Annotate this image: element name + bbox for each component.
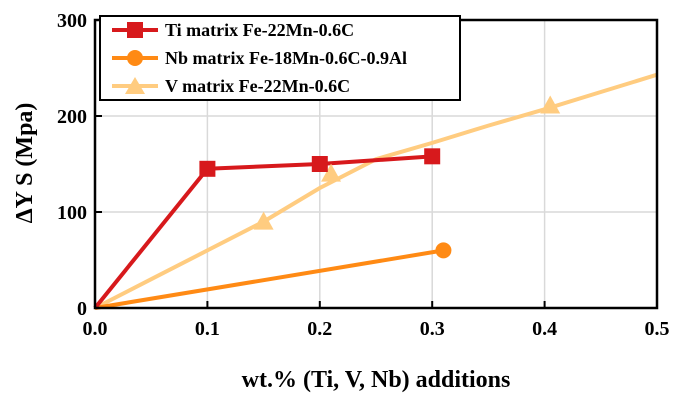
legend-item-nb: Nb matrix Fe-18Mn-0.6C-0.9Al [112,48,407,68]
data-point-square [311,156,328,172]
series-line-0 [93,154,433,310]
series-markers [199,95,561,259]
tick-labels: 0.0 0.1 0.2 0.3 0.4 0.5 0 100 200 300 [57,10,670,340]
data-point-triangle [321,163,342,182]
y-tick-label: 0 [77,298,87,320]
data-point-triangle [253,211,274,230]
x-axis-title: wt.% (Ti, V, Nb) additions [242,367,511,393]
legend: Ti matrix Fe-22Mn-0.6C Nb matrix Fe-18Mn… [99,15,461,101]
legend-box [99,15,461,101]
legend-label-v: V matrix Fe-22Mn-0.6C [165,76,350,96]
data-point-square [199,160,216,177]
legend-label-ti: Ti matrix Fe-22Mn-0.6C [165,20,354,40]
y-tick-label: 300 [57,10,87,32]
axis-ticks [94,19,658,309]
x-tick-label: 0.5 [645,318,670,340]
x-tick-label: 0.3 [420,318,445,340]
x-tick-label: 0.4 [532,318,557,340]
data-point-triangle [540,95,561,114]
x-tick-label: 0.2 [307,318,332,340]
y-axis-title: ΔY S (Mpa) [12,103,38,224]
legend-marker-v [125,77,145,94]
data-point-square [424,148,441,165]
y-tick-label: 100 [57,202,87,224]
series-line-1 [94,248,444,310]
legend-label-nb: Nb matrix Fe-18Mn-0.6C-0.9Al [165,48,407,68]
series-lines [93,72,658,310]
x-tick-label: 0.0 [83,318,108,340]
x-tick-label: 0.1 [195,318,220,340]
legend-marker-nb [127,50,143,66]
data-point-circle [435,242,452,259]
legend-marker-ti [127,22,143,38]
y-tick-label: 200 [57,106,87,128]
legend-item-v: V matrix Fe-22Mn-0.6C [112,76,350,96]
legend-item-ti: Ti matrix Fe-22Mn-0.6C [112,20,354,40]
